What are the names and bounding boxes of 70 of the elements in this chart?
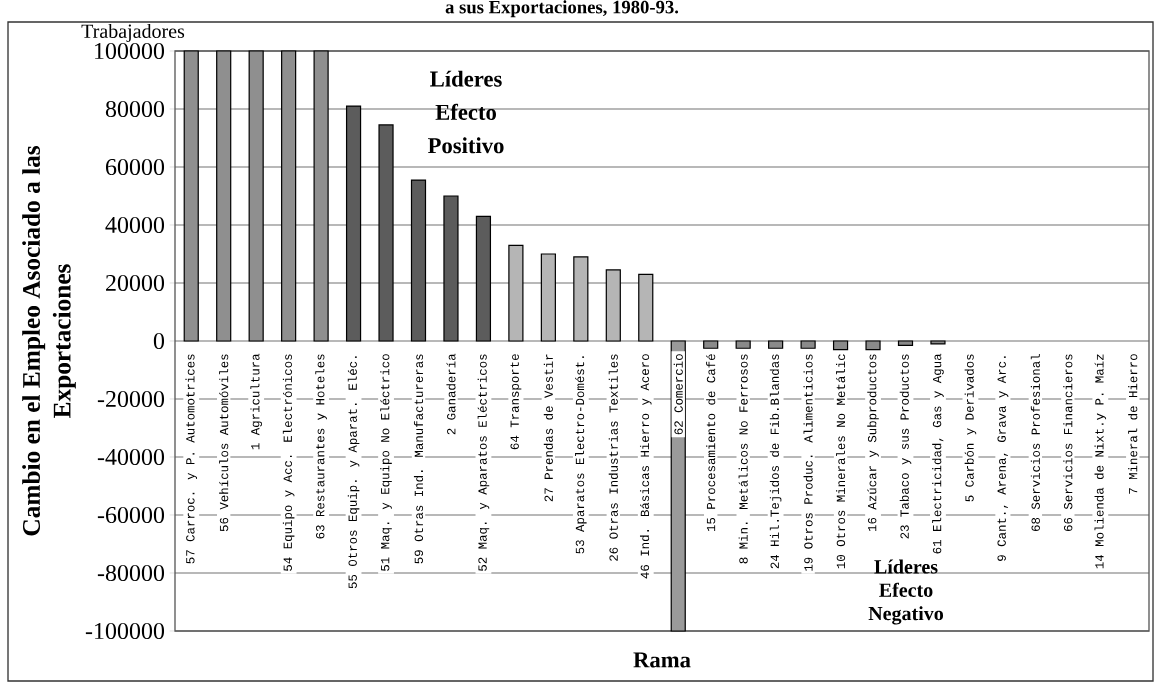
bar bbox=[865, 340, 881, 351]
x-tick-label: 19 Otros Produc. Alimenticios bbox=[803, 354, 813, 571]
x-tick-label: 8 Min. Metálicos No Ferrosos bbox=[738, 354, 748, 564]
x-tick-label: 5 Carbón y Derivados bbox=[964, 354, 977, 502]
x-tick-label: 14 Molienda de Nixt.y P. Maíz bbox=[1094, 354, 1107, 569]
y-tick-label: -40000 bbox=[97, 448, 165, 466]
x-tick-label: 1 Agricultura bbox=[250, 353, 262, 450]
x-tick-label: 59 Otras Ind. Manufactureras bbox=[413, 354, 424, 564]
bar bbox=[443, 195, 459, 342]
y-tick-label: 20000 bbox=[106, 274, 165, 292]
bar bbox=[832, 340, 849, 351]
x-tick-label: 24 Hil.Tejidos de Fib.Blandas bbox=[769, 354, 782, 569]
x-tick-label: 56 Vehículos Automóviles bbox=[219, 354, 229, 532]
chart-title: a sus Exportaciones, 1980-93. bbox=[445, 0, 679, 18]
bar bbox=[768, 340, 784, 349]
bar bbox=[378, 124, 394, 342]
bar bbox=[313, 50, 329, 342]
bar bbox=[410, 179, 427, 342]
x-tick-label: 62 Comercio bbox=[673, 354, 683, 435]
x-tick-label: 61 Electricidad, Gas y Agua bbox=[932, 353, 944, 554]
x-tick-label: 51 Maq. y Equipo No Eléctrico bbox=[380, 354, 392, 571]
y-tick-label: -60000 bbox=[97, 506, 165, 524]
bar bbox=[735, 340, 751, 349]
bar bbox=[345, 105, 362, 342]
bar bbox=[605, 269, 621, 342]
x-tick-label: 54 Equipo y Acc. Electrónicos bbox=[282, 354, 295, 571]
text: Trabajadores bbox=[81, 23, 185, 43]
x-tick-label: 46 Ind. Básicas Hierro y Acero bbox=[639, 354, 652, 579]
bar bbox=[216, 50, 232, 342]
x-tick-label: 2 Ganadería bbox=[446, 353, 456, 435]
bar bbox=[930, 340, 946, 345]
bar bbox=[638, 273, 654, 342]
y-tick-label: 100000 bbox=[95, 42, 165, 60]
x-tick-label: 9 Cant., Arena, Grava y Arc. bbox=[997, 356, 1009, 561]
x-tick-label: 64 Transporte bbox=[510, 354, 522, 450]
y-tick-label: 0 bbox=[153, 332, 165, 350]
bar bbox=[897, 340, 914, 346]
y-tick-label: -80000 bbox=[97, 564, 165, 582]
y-tick-label: 80000 bbox=[105, 100, 165, 118]
x-tick-label: 27 Prendas de Vestir bbox=[543, 354, 553, 502]
x-tick-label: 26 Otras Industrias Textiles bbox=[608, 354, 618, 561]
x-tick-label: 15 Procesamiento de Café bbox=[706, 354, 716, 532]
bar bbox=[475, 215, 492, 342]
bar bbox=[800, 340, 816, 349]
y-tick-label: -20000 bbox=[97, 390, 165, 408]
annotation: Líderes Efecto Positivo bbox=[428, 70, 504, 154]
bar bbox=[281, 50, 297, 342]
x-axis-title: Rama bbox=[633, 652, 691, 668]
x-tick-label: 57 Carroc. y P. Automotrices bbox=[185, 354, 198, 564]
y-tick-label: -100000 bbox=[85, 622, 165, 640]
y-axis-title: Cambio en el Empleo Asociado a las Exportaciones bbox=[22, 145, 76, 536]
x-tick-label: 10 Otros Minerales No Metálic bbox=[836, 354, 846, 569]
x-tick-label: 68 Servicios Profesional bbox=[1030, 354, 1040, 532]
y-tick-label: 60000 bbox=[105, 158, 165, 176]
x-tick-label: 23 Tabaco y sus Productos bbox=[899, 354, 912, 539]
bar bbox=[508, 244, 524, 342]
x-tick-label: 7 Mineral de Hierro bbox=[1128, 354, 1138, 494]
bar bbox=[248, 50, 264, 342]
x-tick-label: 63 Restaurantes y Hoteles bbox=[315, 354, 327, 539]
bar bbox=[183, 50, 199, 342]
bar bbox=[703, 340, 719, 349]
bar bbox=[573, 256, 589, 342]
bar bbox=[540, 253, 556, 342]
annotation: Líderes Efecto Negativo bbox=[868, 559, 944, 625]
x-tick-label: 55 Otros Equip. y Aparat. Eléc. bbox=[347, 356, 360, 589]
x-tick-label: 16 Azúcar y Subproductos bbox=[867, 354, 879, 532]
x-tick-label: 53 Aparatos Electro-Domést. bbox=[575, 356, 587, 554]
x-tick-label: 52 Maq. y Aparatos Eléctricos bbox=[477, 354, 490, 571]
y-tick-label: 40000 bbox=[105, 216, 165, 234]
x-tick-label: 66 Servicios Financieros bbox=[1063, 354, 1073, 532]
